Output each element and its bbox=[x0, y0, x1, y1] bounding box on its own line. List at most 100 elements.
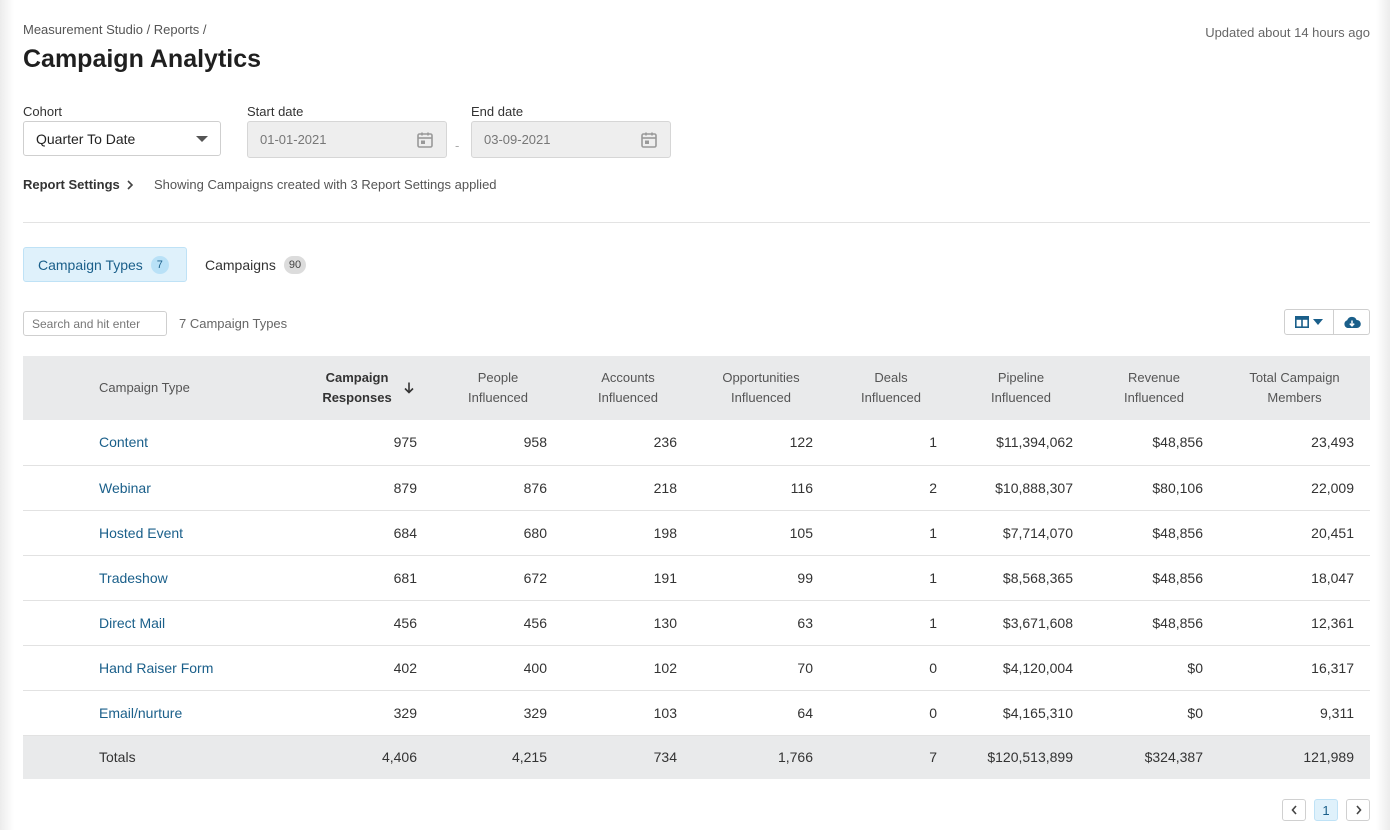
table-cell: 975 bbox=[393, 434, 417, 451]
table-cell: 1 bbox=[929, 569, 937, 586]
table-cell: 684 bbox=[393, 524, 417, 541]
table-cell: 329 bbox=[523, 704, 547, 721]
table-cell: $4,120,004 bbox=[1002, 659, 1073, 676]
table-cell: $48,856 bbox=[1152, 434, 1203, 451]
cohort-select[interactable]: Quarter To Date bbox=[23, 121, 221, 156]
cloud-download-icon bbox=[1343, 316, 1361, 328]
tab-label: Campaign Types bbox=[38, 256, 143, 273]
table-cell: $8,568,365 bbox=[1002, 569, 1073, 586]
table-cell: 23,493 bbox=[1311, 434, 1354, 451]
calendar-icon[interactable] bbox=[640, 131, 658, 149]
start-date-value: 01-01-2021 bbox=[260, 132, 327, 147]
table-cell: 236 bbox=[653, 434, 677, 451]
table-cell: $3,671,608 bbox=[1002, 614, 1073, 631]
header-label: Influenced bbox=[1124, 390, 1184, 405]
totals-label: Totals bbox=[99, 749, 136, 766]
col-header-accounts-influenced[interactable]: Accounts Influenced bbox=[563, 356, 693, 420]
col-header-campaign-responses[interactable]: Campaign Responses bbox=[303, 356, 433, 420]
updated-timestamp: Updated about 14 hours ago bbox=[1205, 25, 1370, 40]
page-button-current[interactable]: 1 bbox=[1314, 799, 1338, 821]
cohort-label: Cohort bbox=[23, 104, 63, 119]
table-cell: $48,856 bbox=[1152, 569, 1203, 586]
tab-campaign-types[interactable]: Campaign Types 7 bbox=[23, 247, 187, 282]
tab-campaigns[interactable]: Campaigns 90 bbox=[191, 247, 320, 282]
breadcrumb: Measurement Studio / Reports / bbox=[23, 22, 207, 37]
col-header-opportunities-influenced[interactable]: Opportunities Influenced bbox=[693, 356, 829, 420]
left-edge-shade bbox=[0, 0, 14, 830]
campaign-type-link[interactable]: Content bbox=[99, 434, 149, 451]
header-label: Campaign Type bbox=[99, 380, 190, 395]
table-row: Hand Raiser Form 402 400 102 70 0 $4,120,004 $0… bbox=[23, 645, 1370, 690]
col-header-pipeline-influenced[interactable]: Pipeline Influenced bbox=[953, 356, 1089, 420]
table-cell: 191 bbox=[653, 569, 677, 586]
date-separator: - bbox=[455, 138, 460, 153]
table-cell: 70 bbox=[797, 659, 813, 676]
campaign-type-link[interactable]: Webinar bbox=[99, 479, 151, 496]
table-cell: 879 bbox=[393, 479, 417, 496]
table-cell: $48,856 bbox=[1152, 524, 1203, 541]
divider bbox=[23, 222, 1370, 223]
chevron-left-icon bbox=[1290, 805, 1297, 815]
table-cell: $120,513,899 bbox=[987, 749, 1073, 766]
page: Measurement Studio / Reports / Updated a… bbox=[23, 0, 1370, 830]
download-button[interactable] bbox=[1334, 309, 1370, 335]
campaign-types-table: Campaign Type Campaign Responses bbox=[23, 356, 1370, 779]
header-label: Influenced bbox=[598, 390, 658, 405]
report-settings-description: Showing Campaigns created with 3 Report … bbox=[154, 177, 497, 192]
table-cell: 130 bbox=[653, 614, 677, 631]
col-header-campaign-type[interactable]: Campaign Type bbox=[23, 356, 303, 420]
table-header-row: Campaign Type Campaign Responses bbox=[23, 356, 1370, 420]
totals-row: Totals 4,406 4,215 734 1,766 7 $120,513,… bbox=[23, 735, 1370, 779]
col-header-total-campaign-members[interactable]: Total Campaign Members bbox=[1219, 356, 1370, 420]
calendar-icon[interactable] bbox=[416, 131, 434, 149]
table-cell: 121,989 bbox=[1303, 749, 1354, 766]
header-label: Influenced bbox=[468, 390, 528, 405]
table-cell: 9,311 bbox=[1320, 704, 1354, 721]
search-input[interactable] bbox=[23, 311, 167, 336]
col-header-people-influenced[interactable]: People Influenced bbox=[433, 356, 563, 420]
sort-desc-icon[interactable] bbox=[404, 382, 414, 394]
campaign-type-link[interactable]: Direct Mail bbox=[99, 614, 166, 631]
table-cell: $80,106 bbox=[1152, 479, 1203, 496]
header-label: Members bbox=[1267, 390, 1322, 405]
header-label: Total Campaign bbox=[1249, 370, 1340, 385]
table-cell: 672 bbox=[523, 569, 547, 586]
end-date-input[interactable]: 03-09-2021 bbox=[471, 121, 671, 158]
campaign-type-cell: Webinar bbox=[23, 465, 303, 510]
table-cell: $11,394,062 bbox=[996, 434, 1073, 451]
table-cell: 402 bbox=[393, 659, 417, 676]
table-cell: 958 bbox=[523, 434, 547, 451]
col-header-deals-influenced[interactable]: Deals Influenced bbox=[829, 356, 953, 420]
start-date-input[interactable]: 01-01-2021 bbox=[247, 121, 447, 158]
end-date-label: End date bbox=[471, 104, 524, 119]
campaign-type-link[interactable]: Tradeshow bbox=[99, 569, 168, 586]
campaign-type-cell: Content bbox=[23, 420, 303, 465]
report-settings-toggle[interactable]: Report Settings bbox=[23, 177, 134, 192]
end-date-value: 03-09-2021 bbox=[484, 132, 551, 147]
col-header-revenue-influenced[interactable]: Revenue Influenced bbox=[1089, 356, 1219, 420]
table-cell: 18,047 bbox=[1311, 569, 1354, 586]
table-cell: $0 bbox=[1187, 704, 1203, 721]
table-cell: 16,317 bbox=[1311, 659, 1354, 676]
campaign-type-cell: Tradeshow bbox=[23, 555, 303, 600]
table-cell: 1 bbox=[929, 434, 937, 451]
next-page-button[interactable] bbox=[1346, 799, 1370, 821]
column-picker-button[interactable] bbox=[1284, 309, 1334, 335]
columns-icon bbox=[1295, 316, 1309, 328]
table-cell: $0 bbox=[1187, 659, 1203, 676]
table-cell: 198 bbox=[653, 524, 677, 541]
table-cell: $48,856 bbox=[1152, 614, 1203, 631]
table-cell: 218 bbox=[653, 479, 677, 496]
campaign-type-link[interactable]: Hand Raiser Form bbox=[99, 659, 214, 676]
start-date-label: Start date bbox=[247, 104, 304, 119]
prev-page-button[interactable] bbox=[1282, 799, 1306, 821]
campaign-type-link[interactable]: Hosted Event bbox=[99, 524, 184, 541]
table-cell: 0 bbox=[929, 659, 937, 676]
table-cell: 681 bbox=[393, 569, 417, 586]
table-row: Content 975 958 236 122 1 $11,394,062 $48,856 23… bbox=[23, 420, 1370, 465]
table-cell: 1 bbox=[929, 614, 937, 631]
campaign-type-link[interactable]: Email/nurture bbox=[99, 704, 183, 721]
campaign-type-cell: Direct Mail bbox=[23, 600, 303, 645]
table-cell: 102 bbox=[653, 659, 677, 676]
table-cell: 680 bbox=[523, 524, 547, 541]
